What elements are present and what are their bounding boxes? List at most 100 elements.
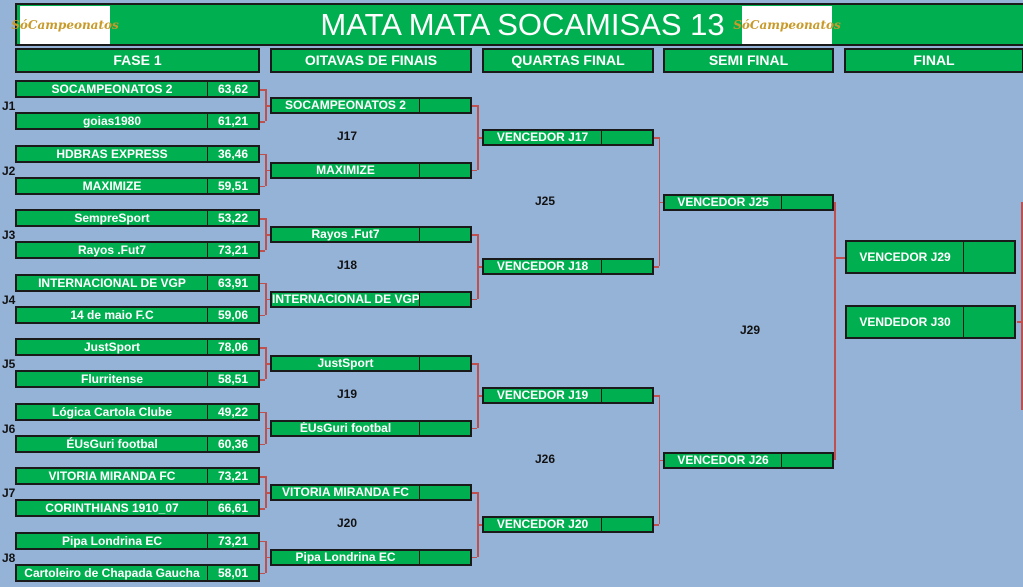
round-team[interactable]: SOCAMPEONATOS 2 — [270, 97, 472, 115]
connector-line — [654, 266, 659, 268]
connector-line — [265, 169, 270, 172]
match-label: J20 — [337, 516, 358, 531]
team-score — [601, 131, 652, 145]
round-team[interactable]: Rayos .Fut7 — [270, 226, 472, 244]
team-name: SOCAMPEONATOS 2 — [285, 99, 406, 113]
team-score — [781, 195, 832, 209]
match-team[interactable]: MAXIMIZE 59,51 — [15, 176, 260, 195]
match-label: J5 — [2, 357, 16, 371]
header-quartas: QUARTAS FINAL — [482, 48, 654, 73]
team-name: Pipa Londrina EC — [295, 550, 396, 564]
round-team[interactable]: Pipa Londrina EC — [270, 548, 472, 566]
connector-line — [265, 556, 270, 559]
connector-line — [260, 443, 265, 446]
team-score — [601, 260, 652, 274]
team-score: 63,91 — [207, 275, 258, 290]
connector-line — [658, 201, 663, 204]
match-team[interactable]: CORINTHIANS 1910_07 66,61 — [15, 499, 260, 518]
team-name: Pipa Londrina EC — [61, 533, 162, 548]
match-team[interactable]: JustSport 78,06 — [15, 338, 260, 356]
team-score — [419, 486, 470, 500]
connector-line — [654, 524, 659, 526]
match-team[interactable]: Pipa Londrina EC 73,21 — [15, 531, 260, 550]
match-label: J25 — [535, 193, 556, 208]
match-team[interactable]: SempreSport 53,22 — [15, 209, 260, 227]
match-team[interactable]: HDBRAS EXPRESS 36,46 — [15, 144, 260, 163]
round-team[interactable]: VENCEDOR J26 — [663, 451, 834, 469]
connector-line — [472, 234, 477, 236]
team-score — [419, 421, 470, 435]
round-team[interactable]: VENCEDOR J17 — [482, 129, 654, 147]
logo-left: SóCampeonatos — [11, 6, 119, 44]
connector-line — [472, 169, 477, 172]
round-team[interactable]: ÉUsGuri footbal — [270, 419, 472, 437]
connector-line — [834, 257, 845, 259]
round-team[interactable]: VENCEDOR J25 — [663, 193, 834, 211]
team-score: 73,21 — [207, 533, 258, 548]
connector-line — [265, 234, 270, 236]
match-label: J1 — [2, 99, 16, 113]
connector-line — [260, 508, 265, 510]
match-label: J17 — [337, 129, 358, 144]
round-team[interactable]: JustSport — [270, 355, 472, 373]
connector-line — [658, 459, 663, 462]
connector-line — [265, 492, 270, 494]
match-team[interactable]: INTERNACIONAL DE VGP 63,91 — [15, 273, 260, 292]
connector-line — [260, 411, 265, 413]
connector-line — [472, 492, 477, 494]
match-team[interactable]: Flurritense 58,51 — [15, 370, 260, 389]
team-score: 59,51 — [207, 178, 258, 193]
round-team[interactable]: MAXIMIZE — [270, 161, 472, 179]
header-oitavas: OITAVAS DE FINAIS — [270, 48, 472, 73]
team-score: 78,06 — [207, 340, 258, 354]
team-name: INTERNACIONAL DE VGP — [38, 275, 186, 290]
round-team[interactable]: VENCEDOR J18 — [482, 258, 654, 276]
connector-line — [477, 137, 482, 139]
round-team[interactable]: VENCEDOR J19 — [482, 387, 654, 405]
team-name: Rayos .Fut7 — [311, 228, 380, 242]
team-score: 49,22 — [207, 404, 258, 419]
team-score: 66,61 — [207, 501, 258, 516]
team-name: goias1980 — [82, 114, 142, 129]
team-score: 58,01 — [207, 565, 258, 580]
connector-line — [260, 121, 265, 123]
team-score: 53,22 — [207, 211, 258, 225]
match-team[interactable]: Cartoleiro de Chapada Gaucha 58,01 — [15, 563, 260, 582]
team-name: Cartoleiro de Chapada Gaucha — [24, 565, 200, 580]
match-team[interactable]: 14 de maio F.C 59,06 — [15, 305, 260, 324]
connector-line — [260, 185, 265, 188]
final-team[interactable]: VENDEDOR J30 — [845, 305, 1016, 339]
match-team[interactable]: Lógica Cartola Clube 49,22 — [15, 402, 260, 421]
team-name: ÉUsGuri footbal — [299, 421, 392, 435]
team-score — [419, 228, 470, 242]
match-team[interactable]: ÉUsGuri footbal 60,36 — [15, 434, 260, 453]
team-name: VENCEDOR J19 — [496, 389, 589, 403]
team-name: SempreSport — [74, 211, 150, 225]
match-team[interactable]: goias1980 61,21 — [15, 112, 260, 131]
connector-line — [260, 89, 265, 91]
team-name: JustSport — [317, 357, 374, 371]
team-name: ÉUsGuri footbal — [66, 436, 158, 451]
match-label: J4 — [2, 292, 16, 307]
match-team[interactable]: VITORIA MIRANDA FC 73,21 — [15, 467, 260, 485]
final-team[interactable]: VENCEDOR J29 — [845, 240, 1016, 274]
connector-line — [260, 347, 265, 349]
team-score: 73,21 — [207, 243, 258, 258]
team-name: VENCEDOR J26 — [677, 453, 769, 467]
round-team[interactable]: INTERNACIONAL DE VGP — [270, 290, 472, 308]
connector-line — [472, 298, 477, 301]
team-name: JustSport — [83, 340, 140, 354]
round-team[interactable]: VITORIA MIRANDA FC — [270, 484, 472, 502]
team-score: 63,62 — [207, 82, 258, 96]
connector-line — [472, 105, 477, 107]
team-name: VENCEDOR J18 — [496, 260, 589, 274]
match-team[interactable]: SOCAMPEONATOS 2 63,62 — [15, 80, 260, 98]
match-team[interactable]: Rayos .Fut7 73,21 — [15, 241, 260, 260]
connector-line — [472, 363, 477, 365]
round-team[interactable]: VENCEDOR J20 — [482, 516, 654, 534]
team-name: VENCEDOR J20 — [496, 518, 589, 532]
connector-line — [260, 218, 265, 220]
team-score: 36,46 — [207, 146, 258, 161]
header-final: FINAL — [844, 48, 1023, 73]
team-name: Flurritense — [80, 372, 143, 387]
